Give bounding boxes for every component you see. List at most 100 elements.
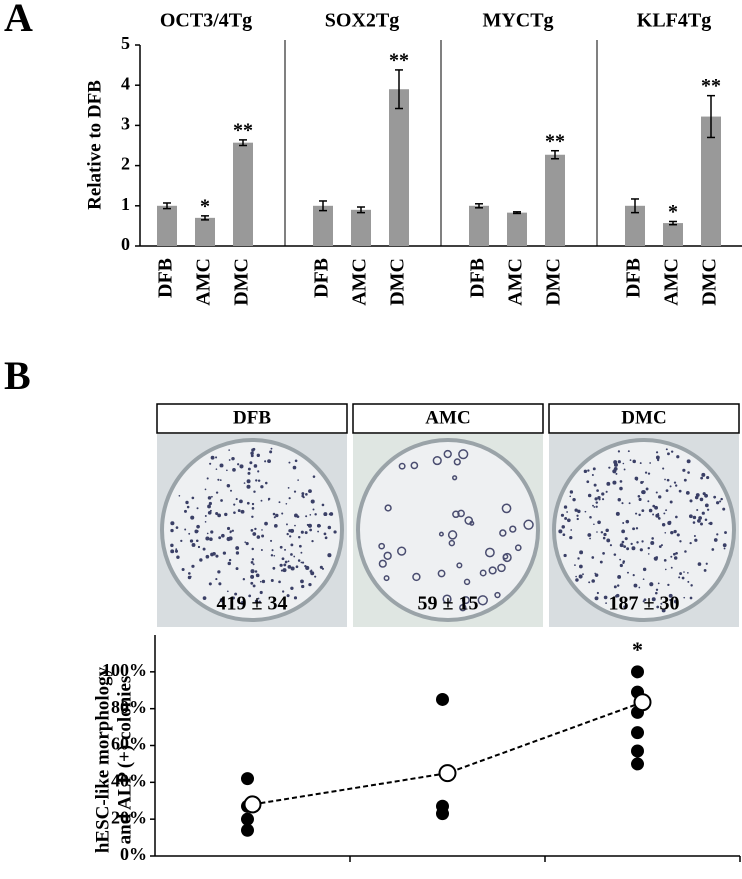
colony <box>617 450 621 453</box>
colony <box>210 455 215 460</box>
colony <box>226 469 228 472</box>
colony <box>627 450 630 453</box>
bar <box>389 89 409 246</box>
colony <box>314 575 317 578</box>
colony <box>190 515 195 520</box>
plate-header <box>548 403 740 434</box>
colony <box>244 541 247 544</box>
colony <box>636 541 639 544</box>
colony <box>264 481 268 485</box>
colony <box>664 531 667 534</box>
colony <box>255 479 258 482</box>
colony <box>378 542 386 550</box>
colony <box>328 513 331 516</box>
colony <box>675 551 678 555</box>
colony <box>662 467 665 470</box>
colony <box>591 473 594 477</box>
colony <box>267 459 271 464</box>
group-title: SOX2Tg <box>325 10 399 32</box>
colony <box>259 580 262 583</box>
colony <box>294 513 298 518</box>
colony <box>692 521 696 524</box>
colony <box>687 580 690 583</box>
colony <box>579 550 584 555</box>
colony <box>264 460 267 463</box>
colony <box>694 495 699 500</box>
colony <box>494 591 501 599</box>
colony <box>602 536 606 540</box>
colony <box>215 456 218 459</box>
colony <box>523 519 534 530</box>
colony <box>625 519 630 524</box>
plate-label: AMC <box>425 407 470 428</box>
colony <box>235 498 238 501</box>
colony <box>309 513 312 516</box>
colony <box>290 586 294 590</box>
colony <box>477 595 488 606</box>
colony <box>305 493 308 496</box>
colony <box>648 508 653 513</box>
colony <box>202 547 206 551</box>
colony <box>170 528 174 533</box>
dish <box>552 438 736 622</box>
colony <box>191 543 196 547</box>
colony <box>681 576 685 580</box>
colony <box>250 581 254 585</box>
bar <box>313 205 333 246</box>
colony <box>301 584 305 589</box>
colony <box>591 556 595 559</box>
colony <box>563 505 568 509</box>
colony <box>509 525 517 533</box>
colony <box>294 459 298 463</box>
colony <box>694 538 698 542</box>
colony <box>281 557 285 561</box>
colony <box>560 513 565 517</box>
colony <box>229 531 232 534</box>
colony <box>619 480 623 483</box>
colony <box>679 540 682 543</box>
colony <box>655 513 660 518</box>
colony <box>631 546 636 551</box>
colony <box>288 461 291 464</box>
colony <box>204 514 207 517</box>
colony <box>655 588 659 591</box>
colony <box>593 483 597 487</box>
colony <box>587 533 592 537</box>
colony <box>308 582 312 587</box>
colony <box>302 496 305 499</box>
y-tick-label: 60% <box>111 734 147 754</box>
colony <box>264 521 268 526</box>
colony <box>300 551 303 554</box>
colony <box>230 489 233 492</box>
colony <box>664 568 667 571</box>
colony <box>327 525 332 530</box>
colony <box>719 500 722 503</box>
colony <box>619 558 622 561</box>
colony <box>459 603 467 612</box>
colony <box>641 540 644 543</box>
colony <box>635 512 638 515</box>
colony <box>199 558 203 562</box>
y-tick-label: 2 <box>121 154 130 174</box>
colony <box>682 468 686 472</box>
colony <box>284 548 286 551</box>
colony <box>174 549 179 553</box>
colony <box>447 530 458 540</box>
colony <box>240 509 245 514</box>
colony <box>696 508 699 512</box>
colony <box>289 535 292 538</box>
colony <box>665 489 669 493</box>
colony <box>713 495 717 499</box>
colony <box>297 559 301 562</box>
colony <box>670 555 673 558</box>
colony <box>605 602 607 604</box>
data-point <box>241 812 254 826</box>
colony <box>188 532 191 535</box>
colony <box>683 596 686 599</box>
colony <box>657 582 660 585</box>
y-tick-label: 1 <box>121 194 130 214</box>
y-tick-label: 100% <box>102 660 147 680</box>
colony <box>688 514 693 519</box>
colony <box>599 560 603 564</box>
colony <box>621 540 625 544</box>
